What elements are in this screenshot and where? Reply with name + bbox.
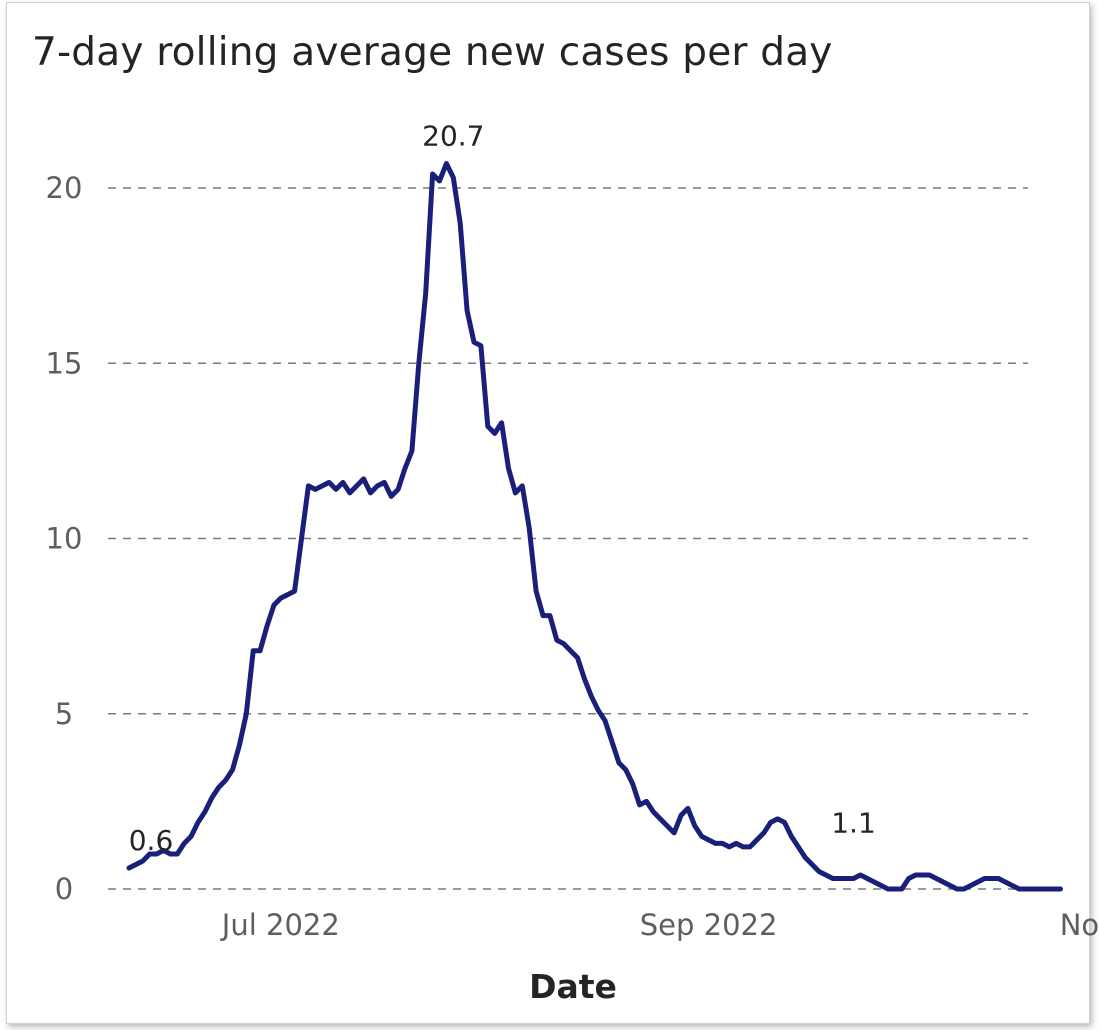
data-label: 0.6 bbox=[129, 824, 174, 857]
chart-card bbox=[6, 2, 1090, 1024]
data-label: 20.7 bbox=[422, 119, 484, 152]
series-line bbox=[126, 161, 1063, 892]
x-axis-title: Date bbox=[529, 967, 617, 1006]
y-tick-label: 5 bbox=[55, 697, 73, 731]
y-tick-label: 15 bbox=[46, 346, 83, 380]
y-tick-label: 20 bbox=[46, 171, 83, 205]
y-tick-label: 10 bbox=[46, 522, 83, 556]
y-tick-label: 0 bbox=[55, 872, 73, 906]
x-tick-label: Sep 2022 bbox=[640, 908, 778, 942]
x-tick-label: Nov 2022 bbox=[1060, 908, 1099, 942]
x-tick-label: Jul 2022 bbox=[220, 908, 340, 942]
chart-title: 7-day rolling average new cases per day bbox=[32, 30, 833, 75]
data-label: 1.1 bbox=[831, 806, 876, 839]
